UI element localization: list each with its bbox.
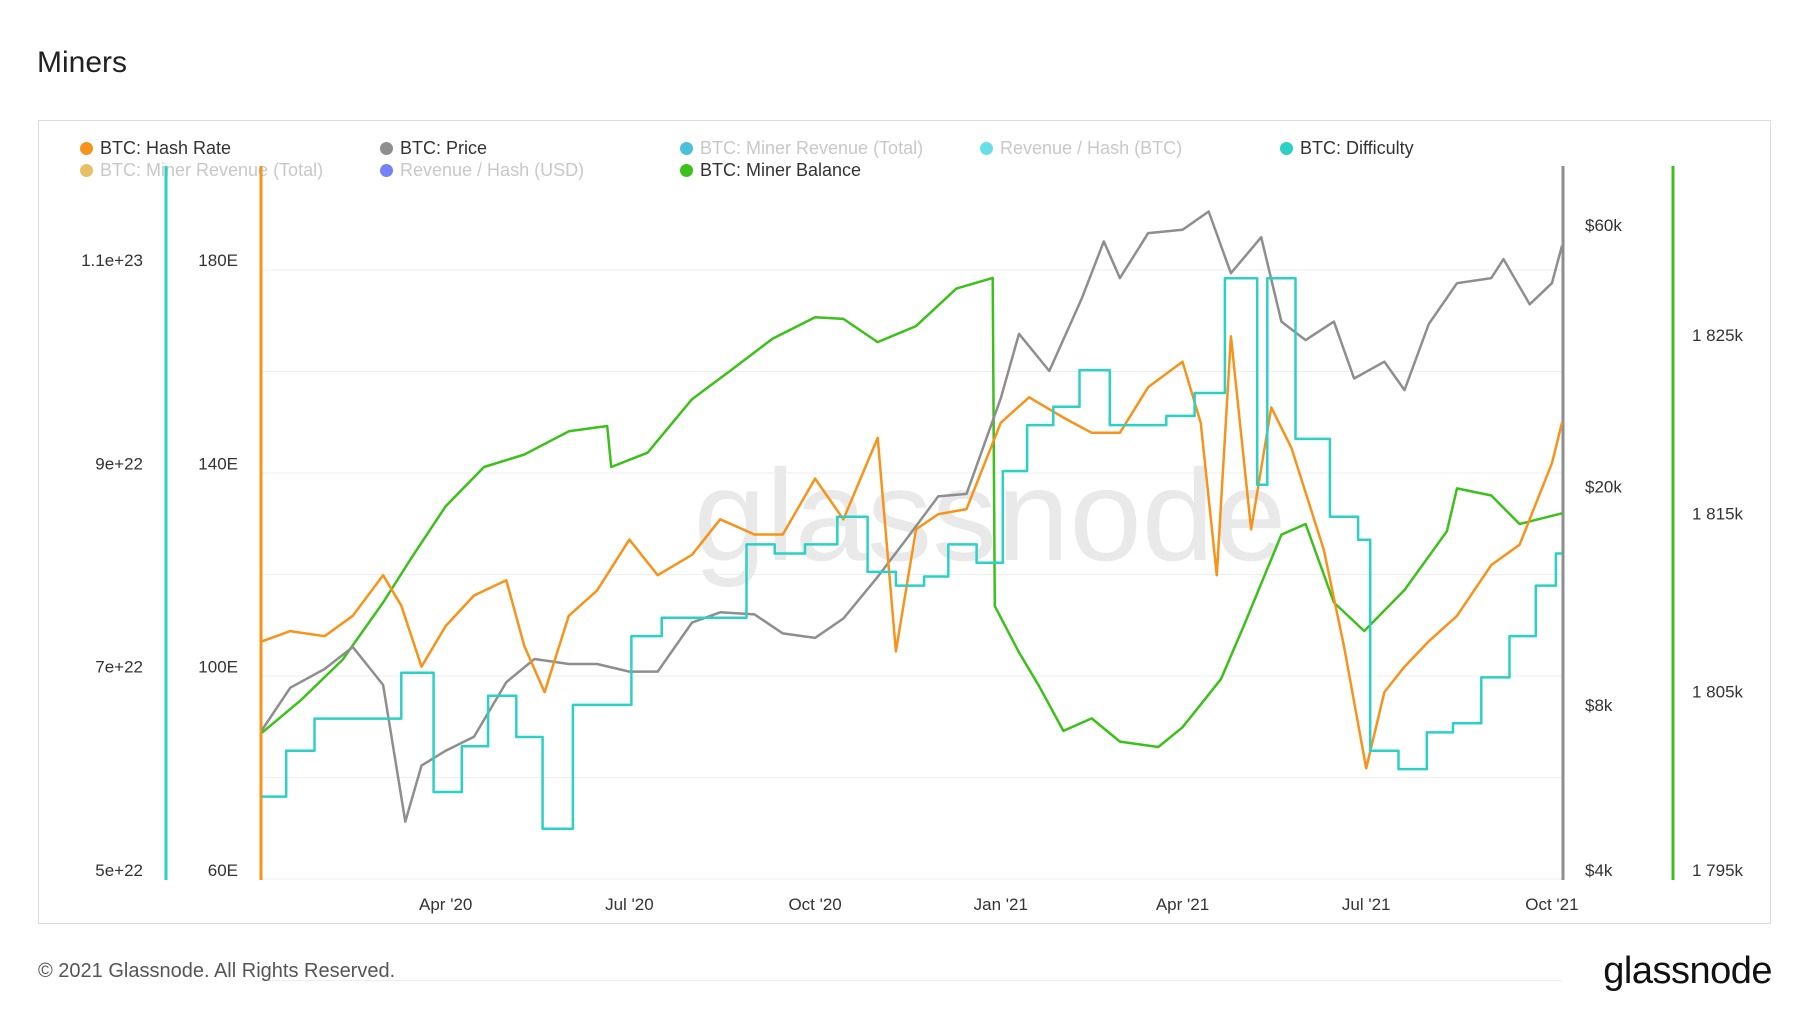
series-line-btc-difficulty — [262, 277, 1562, 830]
legend-item-revenue-hash-btc[interactable]: Revenue / Hash (BTC) — [980, 138, 1182, 159]
x-tick-label: Jan '21 — [974, 895, 1028, 914]
legend-dot-icon — [380, 164, 393, 177]
legend-dot-icon — [80, 142, 93, 155]
legend-dot-icon — [380, 142, 393, 155]
price-tick-label: $8k — [1585, 696, 1613, 715]
series-line-btc-miner-balance — [261, 276, 1563, 749]
legend-label: BTC: Price — [400, 138, 488, 158]
legend-item-hash-rate[interactable]: BTC: Hash Rate — [80, 138, 231, 159]
legend-label: BTC: Hash Rate — [100, 138, 232, 158]
legend-item-price[interactable]: BTC: Price — [380, 138, 487, 159]
x-tick-label: Jul '20 — [605, 895, 654, 914]
difficulty-tick-label: 1.1e+23 — [81, 251, 143, 270]
legend-dot-icon — [980, 142, 993, 155]
miner-balance-tick-label: 1 825k — [1692, 326, 1744, 345]
miner-balance-tick-label: 1 805k — [1692, 683, 1744, 702]
legend-item-revenue-hash-usd[interactable]: Revenue / Hash (USD) — [380, 160, 584, 181]
series-line-btc-price — [260, 210, 1564, 823]
difficulty-tick-label: 5e+22 — [95, 861, 143, 880]
hash-rate-tick-label: 180E — [198, 251, 238, 270]
legend-label: Revenue / Hash (BTC) — [1000, 138, 1183, 158]
price-tick-label: $60k — [1585, 216, 1622, 235]
hash-rate-tick-label: 100E — [198, 658, 238, 677]
copyright-text: © 2021 Glassnode. All Rights Reserved. — [38, 960, 396, 982]
hash-rate-tick-label: 140E — [198, 454, 238, 473]
legend-label: BTC: Difficulty — [1300, 138, 1414, 158]
series-line-btc-hash-rate — [261, 335, 1564, 770]
legend-item-miner-revenue-total[interactable]: BTC: Miner Revenue (Total) — [680, 138, 923, 159]
x-tick-label: Oct '21 — [1525, 895, 1578, 914]
miner-balance-tick-label: 1 795k — [1692, 861, 1744, 880]
legend-label: Revenue / Hash (USD) — [400, 160, 585, 180]
page-title: Miners — [37, 46, 128, 79]
legend-label: BTC: Miner Revenue (Total) — [100, 160, 324, 180]
x-tick-label: Apr '21 — [1156, 895, 1209, 914]
chart-panel — [38, 120, 1771, 924]
legend-label: BTC: Miner Balance — [700, 160, 862, 180]
legend-item-miner-revenue-total-2[interactable]: BTC: Miner Revenue (Total) — [80, 160, 323, 181]
hash-rate-tick-label: 60E — [208, 861, 238, 880]
price-tick-label: $4k — [1585, 861, 1613, 880]
watermark: glassnode — [694, 442, 1287, 588]
legend-item-miner-balance[interactable]: BTC: Miner Balance — [680, 160, 861, 181]
legend-item-difficulty[interactable]: BTC: Difficulty — [1280, 138, 1414, 159]
difficulty-tick-label: 9e+22 — [95, 454, 143, 473]
legend-dot-icon — [680, 142, 693, 155]
glassnode-logo: glassnode — [1603, 950, 1772, 992]
difficulty-tick-label: 7e+22 — [95, 658, 143, 677]
x-tick-label: Oct '20 — [788, 895, 841, 914]
x-tick-label: Apr '20 — [419, 895, 472, 914]
legend-dot-icon — [1280, 142, 1293, 155]
x-tick-label: Jul '21 — [1342, 895, 1391, 914]
legend-label: BTC: Miner Revenue (Total) — [700, 138, 924, 158]
chart-legend: BTC: Hash Rate BTC: Price BTC: Miner Rev… — [80, 138, 1480, 182]
miner-balance-tick-label: 1 815k — [1692, 504, 1744, 523]
price-tick-label: $20k — [1585, 478, 1622, 497]
legend-dot-icon — [80, 164, 93, 177]
legend-dot-icon — [680, 164, 693, 177]
